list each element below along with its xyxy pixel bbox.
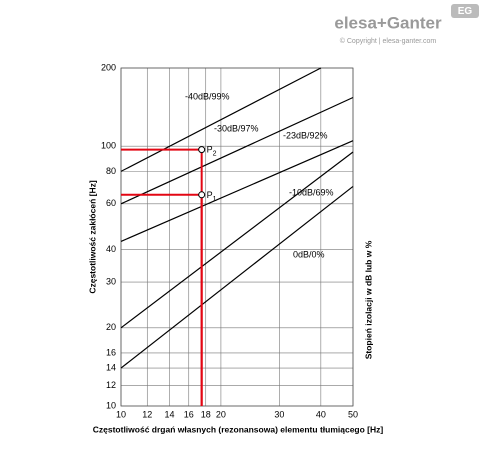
y-tick-label: 16 xyxy=(106,347,116,357)
x-tick-label: 10 xyxy=(116,409,126,419)
point xyxy=(198,191,206,199)
x-axis-label: Częstotliwość drgań własnych (rezonansow… xyxy=(93,424,384,434)
logo: elesa+Ganter xyxy=(334,13,442,32)
plot-frame xyxy=(120,67,354,407)
y-tick-label: 30 xyxy=(106,276,116,286)
y-tick-label: 100 xyxy=(101,141,116,151)
series-label: -40dB/99% xyxy=(185,91,230,101)
y-tick-label: 12 xyxy=(106,380,116,390)
point-label-sub: 2 xyxy=(213,150,217,157)
x-tick-label: 30 xyxy=(274,409,284,419)
badge: EG xyxy=(458,6,473,17)
y-tick-label: 80 xyxy=(106,166,116,176)
y-axis-label: Częstotliwość zakłóceń [Hz] xyxy=(87,180,97,294)
y-tick-label: 60 xyxy=(106,198,116,208)
series-line xyxy=(120,185,354,369)
x-tick-label: 40 xyxy=(316,409,326,419)
series-label: -23dB/92% xyxy=(283,130,328,140)
x-tick-label: 14 xyxy=(164,409,174,419)
y-tick-label: 40 xyxy=(106,244,116,254)
series-line xyxy=(120,96,354,205)
point xyxy=(198,146,206,154)
x-tick-label: 50 xyxy=(348,409,358,419)
point-label-sub: 1 xyxy=(213,196,217,203)
series-line xyxy=(120,67,322,172)
y-tick-label: 20 xyxy=(106,322,116,332)
series-line xyxy=(120,151,354,329)
series-label: -10dB/69% xyxy=(289,187,334,197)
point-label-main: P xyxy=(207,145,213,155)
series-label: -30dB/97% xyxy=(214,123,259,133)
series-label: 0dB/0% xyxy=(293,249,325,259)
y2-axis-label: Stopień izolacji w dB lub w % xyxy=(363,240,373,359)
point-label-main: P xyxy=(207,190,213,200)
x-tick-label: 20 xyxy=(216,409,226,419)
y-tick-label: 200 xyxy=(101,62,116,72)
y-tick-label: 10 xyxy=(106,400,116,410)
series-line xyxy=(120,140,354,242)
x-tick-label: 18 xyxy=(201,409,211,419)
x-tick-label: 16 xyxy=(184,409,194,419)
x-tick-label: 12 xyxy=(142,409,152,419)
badge-box xyxy=(451,4,479,18)
copyright: © Copyright | elesa-ganter.com xyxy=(340,37,437,45)
point-label: P2 xyxy=(207,145,217,157)
y-tick-label: 14 xyxy=(106,362,116,372)
point-label: P1 xyxy=(207,190,217,202)
